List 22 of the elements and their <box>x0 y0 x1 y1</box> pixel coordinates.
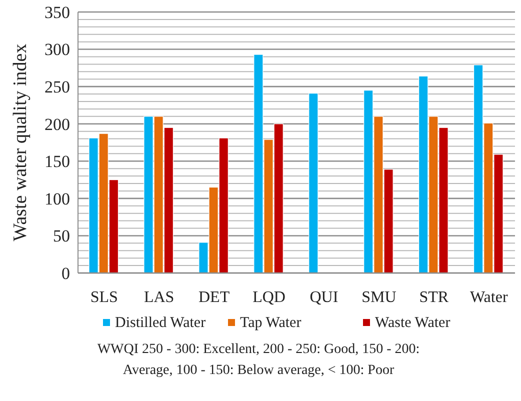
x-tick-label: SLS <box>90 289 118 306</box>
bar <box>308 92 318 274</box>
x-tick-label: LQD <box>252 289 286 306</box>
text: WWQI 250 - 300: Excellent, 200 - 250: Good, 150 - 200: Average, 100 - 150: Below average, < 100: Poor <box>97 342 420 378</box>
y-tick-label: 250 <box>44 78 70 97</box>
x-tick-label: Water <box>470 289 508 306</box>
y-axis-title: Waste water quality index <box>10 43 31 242</box>
x-tick-label: SMU <box>362 289 397 306</box>
legend-label: Distilled Water <box>115 315 206 331</box>
x-tick-label: QUI <box>310 289 338 306</box>
y-tick-label: 100 <box>44 189 70 208</box>
y-tick-label: 50 <box>53 226 70 246</box>
y-tick-label: 300 <box>44 40 70 60</box>
x-tick-label: STR <box>419 289 449 306</box>
y-tick-label: 350 <box>44 2 70 22</box>
x-tick-label: LAS <box>144 289 174 306</box>
legend-label: Tap Water <box>240 315 302 331</box>
y-tick-label: 200 <box>44 114 70 134</box>
y-tick-label: 0 <box>62 264 70 283</box>
legend-label: Waste Water <box>375 315 450 331</box>
x-tick-label: DET <box>198 289 230 306</box>
y-tick-label: 150 <box>44 152 70 172</box>
